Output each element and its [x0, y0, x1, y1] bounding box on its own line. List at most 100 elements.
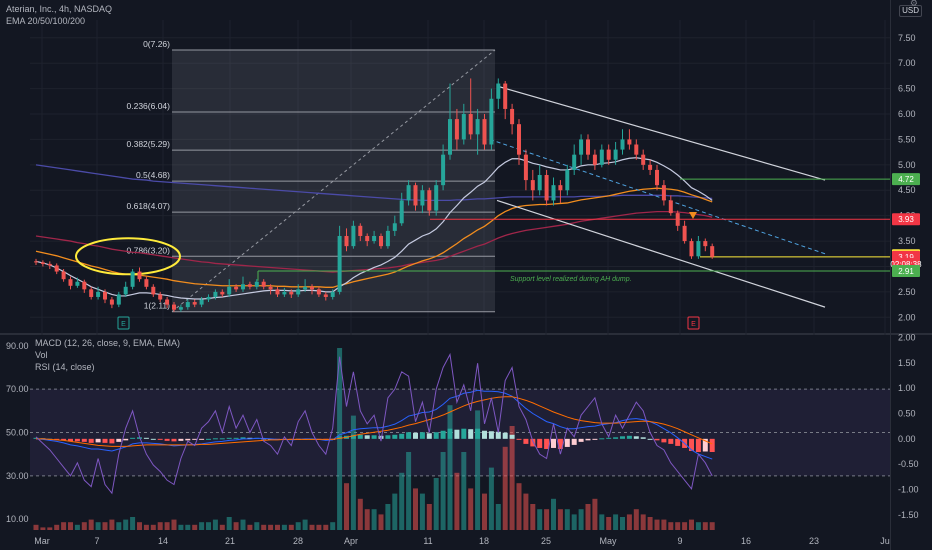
volume-bar — [440, 452, 446, 530]
x-tick-label: 11 — [423, 536, 432, 546]
candle-body — [406, 185, 411, 201]
macd-histogram-bar — [109, 438, 115, 444]
macd-histogram-bar — [702, 438, 708, 452]
macd-legend[interactable]: MACD (12, 26, close, 9, EMA, EMA) — [35, 338, 181, 348]
candle-body — [703, 241, 708, 247]
volume-bar — [709, 522, 715, 530]
rsi-tick-label: 30.00 — [6, 471, 29, 481]
candle-body — [620, 139, 625, 150]
volume-bar — [47, 527, 53, 530]
macd-histogram-bar — [461, 428, 467, 439]
candle-body — [489, 98, 494, 145]
x-tick-label: May — [599, 536, 617, 546]
candle-body — [330, 291, 335, 297]
price-badge-label: 3.19 — [898, 253, 914, 262]
macd-histogram-bar — [564, 438, 570, 447]
ema-50-line — [35, 187, 713, 288]
macd-histogram-bar — [488, 431, 494, 439]
macd-histogram-bar — [406, 432, 412, 439]
volume-bar — [544, 509, 550, 530]
ema-20-line — [35, 157, 713, 300]
candle-body — [275, 289, 280, 295]
candle-body — [316, 289, 321, 295]
candle-body — [627, 139, 632, 145]
macd-histogram-bar — [102, 438, 108, 443]
volume-bar — [178, 524, 184, 530]
settings-gear-icon[interactable]: ⚙ — [909, 0, 918, 8]
macd-histogram-bar — [74, 438, 80, 442]
price-badge-label: 2.91 — [898, 267, 914, 276]
candle-body — [592, 154, 597, 165]
down-arrow-icon — [689, 212, 697, 219]
volume-bar — [364, 509, 370, 530]
price-badge-label: 02:08:38 — [890, 260, 922, 269]
candle-body — [109, 299, 114, 305]
macd-histogram-bar — [164, 438, 170, 441]
macd-histogram-bar — [557, 438, 563, 449]
macd-histogram-bar — [150, 438, 156, 440]
macd-histogram-bar — [247, 437, 253, 439]
fib-level-label: 1(2.11) — [144, 301, 170, 311]
candle-body — [268, 286, 273, 290]
ema-legend[interactable]: EMA 20/50/100/200 — [6, 16, 86, 26]
candle-body — [413, 185, 418, 206]
symbol-title[interactable]: Aterian, Inc., 4h, NASDAQ — [6, 4, 113, 14]
candle-body — [523, 154, 528, 181]
volume-bar — [433, 478, 439, 530]
candle-body — [689, 241, 694, 257]
macd-histogram-bar — [413, 432, 418, 439]
volume-bar — [206, 522, 211, 530]
volume-bar — [399, 472, 405, 530]
candle-body — [103, 291, 107, 300]
macd-histogram-bar — [185, 438, 191, 441]
fib-level-label: 0(7.26) — [143, 39, 170, 49]
macd-histogram-bar — [640, 437, 646, 439]
candle-body — [606, 149, 611, 160]
lower-legend: MACD (12, 26, close, 9, EMA, EMA) Vol RS… — [35, 337, 180, 373]
macd-histogram-bar — [399, 433, 405, 439]
vol-legend[interactable]: Vol — [35, 350, 48, 360]
macd-histogram-bar — [530, 438, 536, 447]
macd-histogram-bar — [523, 438, 529, 444]
volume-bar — [95, 522, 101, 530]
macd-histogram-bar — [502, 432, 508, 439]
volume-bar — [530, 504, 536, 530]
x-tick-label: 14 — [158, 536, 168, 546]
volume-bar — [74, 524, 80, 530]
x-tick-label: 25 — [541, 536, 551, 546]
currency-button[interactable]: USD — [899, 5, 922, 17]
candle-body — [648, 164, 653, 170]
volume-bar — [330, 522, 336, 530]
volume-bar — [447, 405, 453, 530]
highlight-circle — [75, 237, 181, 276]
volume-bar — [350, 415, 356, 530]
volume-bar — [371, 509, 377, 530]
drawings[interactable]: Support level realized during AH dump. E E — [75, 85, 890, 330]
macd-histogram-bar — [440, 430, 446, 439]
candle-body — [68, 279, 73, 286]
volume-bar — [682, 522, 688, 530]
candle-body — [116, 294, 121, 305]
x-tick-label: Mar — [34, 536, 50, 546]
candle-body — [641, 154, 646, 165]
fib-level-label: 0.618(4.07) — [127, 201, 171, 211]
volume-bar — [240, 519, 246, 530]
candle-body — [82, 281, 87, 290]
macd-histogram-bar — [33, 437, 39, 439]
x-tick-label: 7 — [94, 536, 99, 546]
macd-histogram-bar — [661, 438, 667, 443]
candle-body — [448, 119, 452, 155]
volume-bar — [123, 519, 129, 530]
macd-histogram-bar — [219, 438, 225, 440]
candle-body — [586, 139, 590, 155]
macd-histogram-bar — [233, 437, 239, 439]
candle-body — [282, 291, 287, 295]
macd-histogram-bar — [385, 435, 391, 439]
fib-level-label: 0.382(5.29) — [127, 139, 171, 149]
macd-histogram-bar — [626, 435, 632, 439]
rsi-legend[interactable]: RSI (14, close) — [35, 362, 95, 372]
volume-bar — [654, 519, 660, 530]
volume-bar — [392, 493, 398, 530]
candle-body — [537, 175, 542, 191]
